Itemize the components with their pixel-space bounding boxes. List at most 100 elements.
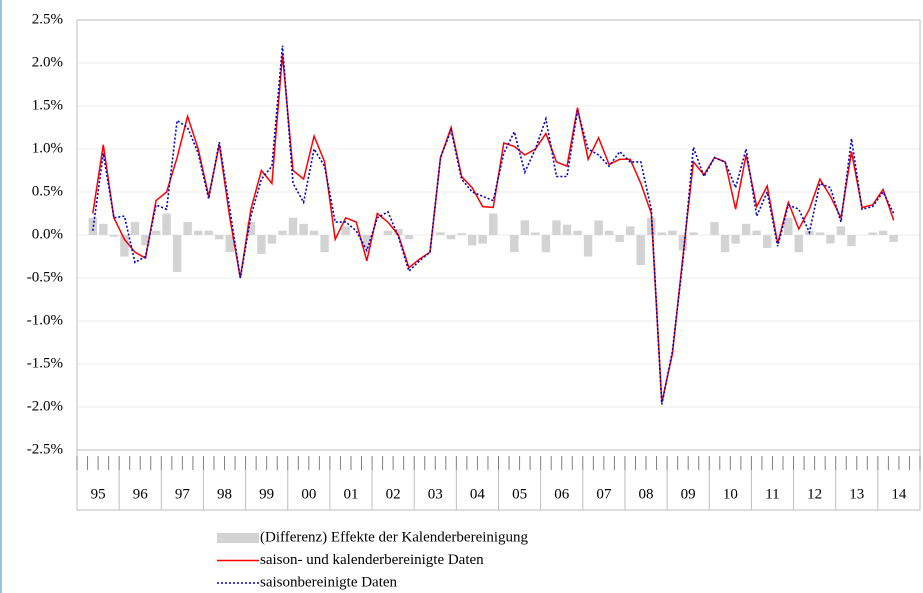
- bar: [172, 235, 182, 272]
- bar: [626, 226, 635, 235]
- bar: [467, 235, 477, 246]
- bar: [288, 217, 298, 235]
- y-tick-label: 0.5%: [32, 183, 63, 199]
- bar: [531, 232, 540, 235]
- bar: [594, 220, 603, 235]
- bar: [615, 235, 624, 242]
- bar: [341, 226, 350, 235]
- x-tick-label: 14: [891, 486, 907, 502]
- x-tick-label: 00: [301, 486, 316, 502]
- bar: [225, 235, 235, 253]
- bar: [636, 235, 645, 266]
- bar: [573, 230, 582, 235]
- bar: [383, 230, 393, 235]
- bar: [183, 222, 192, 235]
- x-tick-label: 06: [554, 486, 570, 502]
- bar: [847, 235, 856, 247]
- bar: [320, 235, 329, 253]
- bar: [246, 222, 256, 235]
- y-tick-label: -1.0%: [27, 312, 63, 328]
- bar: [278, 230, 287, 235]
- x-tick-label: 96: [133, 486, 149, 502]
- bar: [657, 232, 667, 235]
- y-tick-label: -1.5%: [27, 355, 63, 371]
- x-tick-label: 05: [512, 486, 527, 502]
- bar: [436, 232, 445, 235]
- bar: [784, 217, 793, 235]
- bar: [120, 235, 129, 257]
- bar: [731, 235, 740, 244]
- bar: [668, 230, 677, 235]
- bar: [762, 235, 772, 248]
- bar: [362, 235, 371, 248]
- bar: [878, 230, 888, 235]
- x-tick-label: 07: [596, 486, 612, 502]
- legend-label: saison- und kalenderbereinigte Daten: [260, 552, 484, 568]
- bar: [552, 220, 561, 235]
- y-tick-label: 1.5%: [32, 97, 63, 113]
- bar: [478, 235, 487, 244]
- bar: [710, 222, 719, 235]
- x-tick-label: 08: [639, 486, 654, 502]
- x-tick-label: 03: [428, 486, 443, 502]
- bar: [562, 224, 572, 235]
- bar: [836, 226, 846, 235]
- y-tick-label: 2.0%: [32, 54, 63, 70]
- y-tick-label: 1.0%: [32, 140, 63, 156]
- x-tick-label: 11: [765, 486, 779, 502]
- x-tick-label: 01: [343, 486, 358, 502]
- x-tick-label: 13: [849, 486, 864, 502]
- bar: [457, 233, 466, 235]
- x-tick-label: 04: [470, 486, 486, 502]
- bar: [204, 230, 213, 235]
- bar: [141, 235, 150, 246]
- bar: [162, 213, 171, 235]
- bar: [257, 235, 266, 254]
- bar: [752, 230, 761, 235]
- bar: [193, 230, 203, 235]
- bar: [794, 235, 804, 253]
- x-tick-label: 95: [91, 486, 106, 502]
- bar: [130, 222, 140, 235]
- legend-label: (Differenz) Effekte der Kalenderbereinig…: [260, 529, 529, 545]
- x-tick-label: 97: [175, 486, 191, 502]
- bar: [520, 220, 530, 235]
- bar: [604, 230, 614, 235]
- x-tick-label: 02: [386, 486, 401, 502]
- line: [92, 54, 895, 403]
- bar: [541, 235, 551, 253]
- legend-swatch: [217, 533, 259, 543]
- x-tick-label: 09: [681, 486, 696, 502]
- bar: [109, 235, 119, 237]
- line: [92, 45, 895, 405]
- bar: [889, 235, 898, 242]
- bar: [868, 232, 877, 235]
- bar: [394, 228, 403, 235]
- bar: [678, 235, 688, 251]
- bar: [309, 230, 319, 235]
- y-tick-label: 2.5%: [32, 11, 63, 27]
- y-tick-label: -0.5%: [27, 269, 63, 285]
- bar: [815, 232, 825, 235]
- bar: [741, 223, 751, 235]
- y-tick-label: -2.5%: [27, 441, 63, 457]
- bar: [510, 235, 519, 253]
- bar: [215, 235, 224, 240]
- bar: [446, 235, 456, 240]
- y-tick-label: -2.0%: [27, 398, 63, 414]
- bar: [151, 230, 161, 235]
- x-tick-label: 98: [217, 486, 232, 502]
- bar: [299, 223, 308, 235]
- x-tick-label: 99: [259, 486, 274, 502]
- bar: [583, 235, 593, 257]
- bar: [826, 235, 835, 244]
- y-tick-label: 0.0%: [32, 226, 63, 242]
- bar: [689, 232, 698, 235]
- bar: [404, 235, 414, 240]
- bar: [267, 235, 277, 244]
- x-tick-label: 12: [807, 486, 822, 502]
- x-tick-label: 10: [723, 486, 738, 502]
- legend-label: saisonbereinigte Daten: [260, 574, 398, 590]
